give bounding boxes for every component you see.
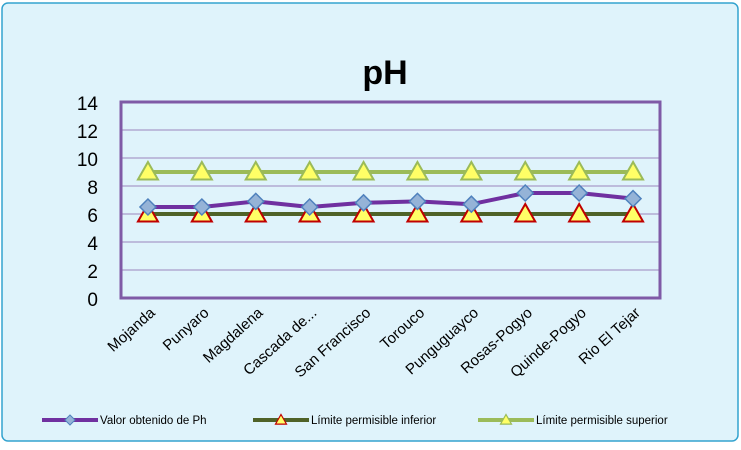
data-point [192,197,211,217]
series-group [136,159,645,223]
data-point [462,195,481,214]
data-point [244,159,268,181]
y-tick-label: 14 [77,94,99,115]
data-point [136,159,160,181]
y-axis-ticks: 0 2 4 6 8 10 12 14 [77,94,99,311]
legend-label: Valor obtenido de Ph [100,415,207,427]
data-point [459,159,484,181]
data-point [513,159,537,181]
legend-label: Límite permisible superior [536,415,668,427]
data-point [513,201,537,223]
data-point [351,201,376,223]
data-point [408,192,427,211]
legend-marker [64,414,76,426]
legend-item: Límite permisible inferior [253,413,436,427]
legend-marker [274,413,288,425]
data-point [354,193,373,212]
data-point [621,201,645,223]
data-point [297,159,322,181]
y-tick-label: 8 [87,178,98,199]
series-limite-superior [136,159,645,181]
data-point [138,197,158,217]
data-point [405,159,430,181]
legend-label: Límite permisible inferior [311,415,436,427]
data-point [567,201,591,223]
y-tick-label: 6 [87,206,98,227]
plot-area [119,100,662,300]
y-tick-label: 2 [87,262,98,283]
data-point [623,189,643,208]
chart-title: pH [362,54,407,92]
legend-item: Valor obtenido de Ph [42,414,207,427]
y-tick-label: 10 [77,150,98,171]
series-line [147,191,634,209]
data-point [246,192,265,211]
legend-marker [499,413,513,425]
data-point [190,159,214,181]
series-valor-obtenido [138,183,643,217]
data-point [570,183,589,203]
y-tick-label: 0 [87,290,98,311]
legend-item: Límite permisible superior [478,413,668,427]
data-point [621,159,645,181]
y-tick-label: 12 [77,122,98,143]
data-point [567,159,591,181]
data-point [516,183,535,203]
data-point [405,201,430,223]
y-tick-label: 4 [87,234,98,255]
data-point [300,197,319,217]
data-point [351,159,376,181]
series-limite-inferior [136,201,645,223]
legend: Valor obtenido de Ph Límite permisible in… [42,413,668,427]
data-point [244,201,268,223]
